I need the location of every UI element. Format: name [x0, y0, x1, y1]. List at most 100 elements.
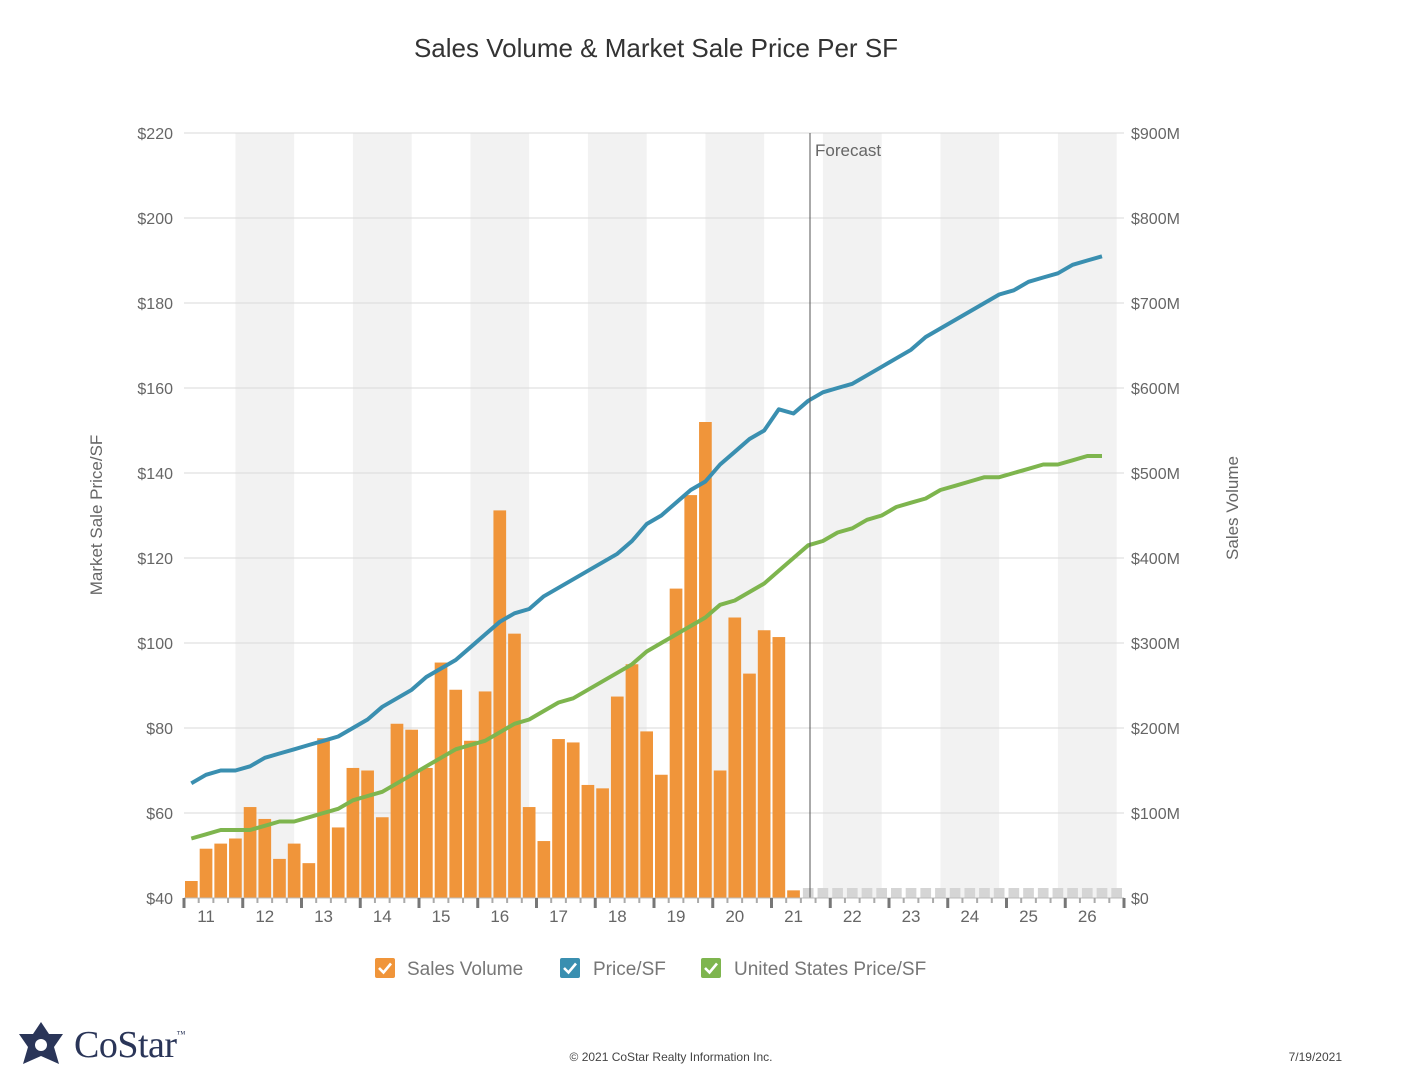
x-tick-label: 24 [960, 907, 979, 926]
sales-volume-bar [669, 588, 683, 898]
legend-swatch-price-sf [560, 958, 580, 978]
x-tick-label: 13 [314, 907, 333, 926]
legend-item-us-price-sf[interactable]: United States Price/SF [701, 958, 926, 980]
legend: Sales Volume Price/SF United States Pric… [375, 958, 926, 980]
sales-volume-bar [522, 807, 536, 898]
forecast-marker: Forecast [809, 133, 881, 898]
sales-volume-bar [258, 818, 272, 898]
sales-volume-bar [655, 774, 668, 898]
legend-swatch-us-price-sf [701, 958, 721, 978]
forecast-placeholder-bar [1008, 888, 1020, 898]
x-tick-label: 15 [432, 907, 451, 926]
year-band [1057, 133, 1117, 898]
sales-volume-bar [361, 770, 374, 898]
x-tick-label: 23 [902, 907, 921, 926]
sales-volume-bar [420, 767, 433, 898]
forecast-placeholder-bar [1023, 888, 1034, 898]
sales-volume-bar [596, 788, 609, 898]
costar-logo: CoStar™ [16, 1020, 185, 1070]
legend-swatch-sales-volume [375, 958, 395, 978]
forecast-placeholder-bar [802, 888, 814, 898]
sales-volume-bar [449, 689, 463, 898]
x-tick-label: 22 [843, 907, 862, 926]
sales-volume-bar [243, 807, 257, 898]
y-left-tick-label: $200 [137, 211, 173, 228]
chart-title: Sales Volume & Market Sale Price Per SF [414, 33, 898, 63]
y-axis-left-title: Market Sale Price/SF [87, 435, 106, 596]
sales-volume-bar [537, 841, 551, 898]
x-tick-label: 17 [549, 907, 568, 926]
x-tick-label: 19 [667, 907, 686, 926]
sales-volume-bar [346, 767, 360, 898]
legend-item-sales-volume[interactable]: Sales Volume [375, 958, 523, 980]
sales-volume-bar [508, 633, 521, 898]
forecast-label: Forecast [815, 141, 881, 160]
y-right-tick-label: $600M [1131, 381, 1180, 398]
legend-label-sales-volume: Sales Volume [407, 959, 523, 980]
y-axis-right-title: Sales Volume [1223, 456, 1242, 560]
y-right-tick-label: $400M [1131, 551, 1180, 568]
y-axis-right-ticks: $0 $100M $200M $300M $400M $500M $600M $700M $80… [1131, 126, 1180, 908]
forecast-placeholder-bar [920, 888, 932, 898]
y-right-tick-label: $500M [1131, 466, 1180, 483]
forecast-placeholder-bar [861, 888, 873, 898]
forecast-placeholder-bars [802, 888, 1122, 898]
forecast-placeholder-bar [964, 888, 976, 898]
forecast-placeholder-bar [949, 888, 961, 898]
y-left-tick-label: $120 [137, 551, 173, 568]
x-tick-label: 20 [725, 907, 744, 926]
year-band [940, 133, 1000, 898]
x-tick-label: 14 [373, 907, 392, 926]
legend-label-us-price-sf: United States Price/SF [734, 959, 926, 980]
forecast-placeholder-bar [1111, 888, 1122, 898]
sales-volume-bar [684, 495, 698, 898]
forecast-placeholder-bar [817, 888, 829, 898]
forecast-placeholder-bar [846, 888, 858, 898]
forecast-placeholder-bar [935, 888, 946, 898]
y-right-tick-label: $200M [1131, 721, 1180, 738]
x-tick-label: 12 [255, 907, 274, 926]
y-right-tick-label: $800M [1131, 211, 1180, 228]
x-axis: 11 12 13 14 15 16 17 18 19 20 21 22 23 24 25 26 [182, 897, 1126, 926]
sales-volume-bar [273, 858, 286, 898]
y-right-tick-label: $700M [1131, 296, 1180, 313]
year-band [822, 133, 882, 898]
sales-volume-bars [185, 422, 800, 898]
forecast-placeholder-bar [979, 888, 990, 898]
y-left-tick-label: $220 [137, 126, 173, 143]
x-tick-label: 25 [1019, 907, 1038, 926]
sales-volume-bar [229, 838, 242, 898]
y-left-tick-label: $160 [137, 381, 173, 398]
y-left-tick-label: $180 [137, 296, 173, 313]
price-sf-line [190, 254, 1103, 786]
sales-volume-bar [317, 738, 330, 898]
sales-volume-bar [699, 422, 712, 898]
x-tick-label: 21 [784, 907, 803, 926]
sales-volume-bar [375, 817, 389, 898]
forecast-placeholder-bar [891, 888, 902, 898]
sales-volume-bar [757, 630, 771, 898]
x-tick-label: 26 [1078, 907, 1097, 926]
y-left-tick-label: $40 [146, 891, 173, 908]
sales-volume-bar [434, 662, 448, 898]
y-right-tick-label: $100M [1131, 806, 1180, 823]
us-price-sf-line [190, 454, 1102, 841]
y-left-tick-label: $80 [146, 721, 173, 738]
forecast-placeholder-bar [993, 888, 1005, 898]
checkmark-icon [704, 962, 718, 975]
x-tick-label: 18 [608, 907, 627, 926]
sales-volume-bar [640, 731, 653, 898]
x-tick-label: 11 [197, 907, 215, 926]
sales-volume-bar [743, 673, 756, 898]
forecast-placeholder-bar [832, 888, 843, 898]
sales-volume-bar [287, 843, 301, 898]
legend-label-price-sf: Price/SF [593, 959, 666, 980]
year-band [235, 133, 295, 898]
y-left-tick-label: $140 [137, 466, 173, 483]
checkmark-icon [378, 962, 392, 975]
legend-item-price-sf[interactable]: Price/SF [560, 958, 666, 980]
sales-volume-bar [728, 617, 742, 898]
forecast-placeholder-bar [876, 888, 887, 898]
costar-star-icon [19, 1022, 63, 1064]
